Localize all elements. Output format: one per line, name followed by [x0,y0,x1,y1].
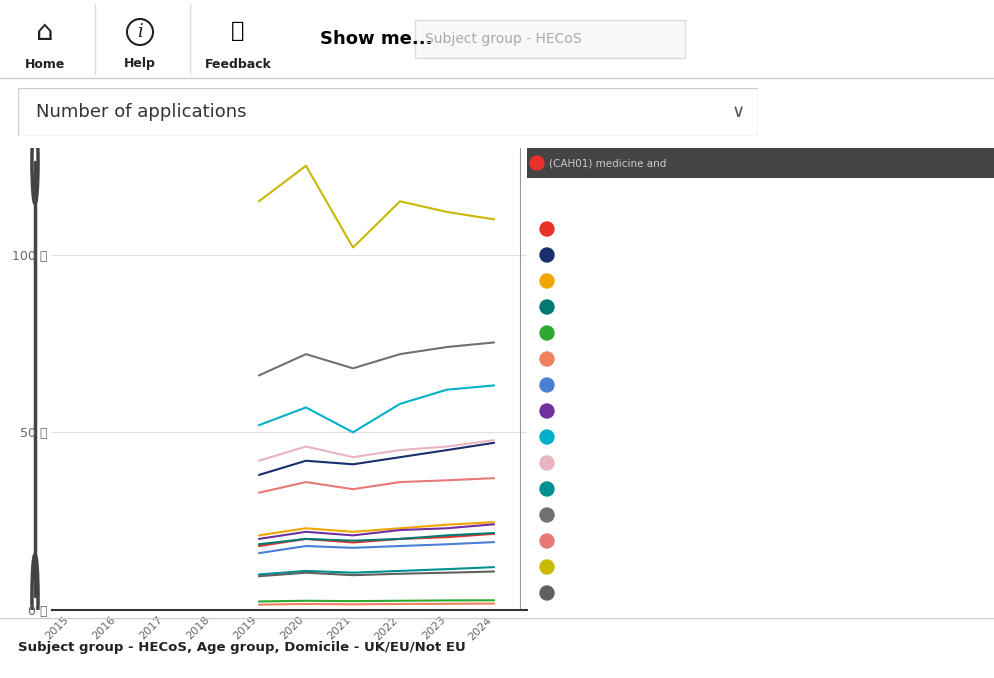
Circle shape [540,456,554,470]
Text: 📢: 📢 [232,21,245,41]
Text: (CAH19) language and area studies: (CAH19) language and area studies [734,588,919,598]
Text: (CAH09) mathematical sciences: (CAH09) mathematical sciences [751,406,919,416]
Circle shape [540,300,554,314]
Text: i: i [137,23,143,41]
Text: 10,830: 10,830 [946,588,989,598]
Text: Show me...: Show me... [320,30,432,48]
Text: Subject group - HECoS: Subject group - HECoS [425,32,581,46]
Circle shape [540,378,554,392]
Text: (CAH15) social sciences: (CAH15) social sciences [794,510,919,520]
Text: 19,100: 19,100 [946,380,989,390]
Text: (CAH05) veterinary sciences: (CAH05) veterinary sciences [770,328,919,338]
Text: 21,440: 21,440 [946,224,989,234]
Circle shape [540,248,554,262]
Text: (CAH16) law: (CAH16) law [855,536,919,546]
Text: 47,790: 47,790 [946,458,989,468]
Text: 109,920: 109,920 [938,562,989,572]
Text: 63,190: 63,190 [946,432,989,442]
Text: (CAH07) physical sciences: (CAH07) physical sciences [781,380,919,390]
Text: (CAH01) medicine and: (CAH01) medicine and [549,158,666,168]
Text: 21,660: 21,660 [946,302,989,312]
Text: (CAH06) agriculture, food and related studies: (CAH06) agriculture, food and related st… [682,354,919,364]
Circle shape [540,352,554,366]
Text: 2,740: 2,740 [954,328,989,338]
Circle shape [540,430,554,444]
Text: ⌂: ⌂ [36,18,54,46]
Text: Feedback: Feedback [205,58,271,71]
Circle shape [32,120,38,203]
Text: 1,810: 1,810 [954,354,989,364]
Text: Help: Help [124,58,156,71]
Text: (CAH01) medicine and dentistry: (CAH01) medicine and dentistry [751,224,919,234]
Circle shape [540,482,554,496]
FancyBboxPatch shape [415,20,685,58]
Text: (CAH03) biological and sport sciences: (CAH03) biological and sport sciences [721,276,919,286]
FancyBboxPatch shape [527,148,994,178]
Text: 24,710: 24,710 [946,276,989,286]
Text: Subject group - HECoS, Age group, Domicile - UK/EU/Not EU: Subject group - HECoS, Age group, Domici… [18,641,466,654]
Circle shape [540,508,554,522]
Text: (CAH13) architecture, building and planning: (CAH13) architecture, building and plann… [689,484,919,494]
Circle shape [540,404,554,418]
Circle shape [540,326,554,340]
Circle shape [540,274,554,288]
Circle shape [530,156,544,170]
Text: Number of applications: Number of applications [36,103,247,121]
Text: ∨: ∨ [732,103,745,121]
Text: 2024: 2024 [541,197,587,215]
Text: 24,120: 24,120 [946,406,989,416]
Text: (CAH10) engineering and technology: (CAH10) engineering and technology [726,432,919,442]
Circle shape [540,560,554,574]
Text: (CAH02) subjects allied to medicine: (CAH02) subjects allied to medicine [733,250,919,260]
Text: 37,100: 37,100 [946,536,989,546]
Text: 47,040: 47,040 [946,250,989,260]
Text: (CAH04) psychology: (CAH04) psychology [813,302,919,312]
Text: 12,060: 12,060 [946,484,989,494]
Circle shape [540,586,554,600]
Text: (CAH17) business and management: (CAH17) business and management [731,562,919,572]
Circle shape [32,555,38,638]
Text: (CAH11) computing: (CAH11) computing [816,458,919,468]
Circle shape [540,534,554,548]
Text: Home: Home [25,58,66,71]
Circle shape [540,222,554,236]
Text: 75,290: 75,290 [946,510,989,520]
